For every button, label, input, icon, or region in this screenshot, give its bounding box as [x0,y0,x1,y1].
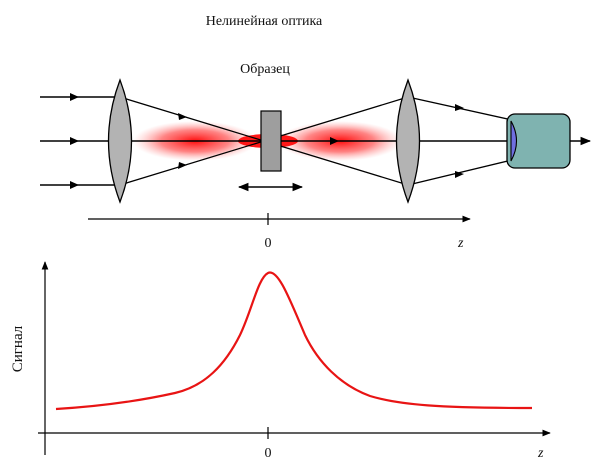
top-axis-z-label: z [457,236,464,251]
signal-axis-origin-label: 0 [265,446,272,459]
arrowhead-top [70,93,79,101]
arrowhead-collect-upper [455,104,464,111]
signal-axis-z-label: z [537,446,544,459]
signal-axis-ylabel: Сигнал [10,325,26,372]
top-axis-origin-label: 0 [265,236,272,251]
diagram-title: Нелинейная оптика [206,14,323,29]
focusing-lens-icon [107,78,133,204]
signal-curve [55,271,533,411]
arrowhead-mid-right [330,137,339,145]
collecting-lens-icon [395,78,421,204]
sample-block [260,110,282,172]
collected-ray-bottom [407,159,513,186]
arrowhead-bottom [70,181,79,189]
arrowhead-collect-lower [455,171,464,178]
arrowhead-middle [70,137,79,145]
sample-label: Образец [240,62,290,77]
arrowhead-converge-upper [178,113,187,120]
arrowhead-converge-lower [178,162,187,169]
detector-window [510,120,518,162]
